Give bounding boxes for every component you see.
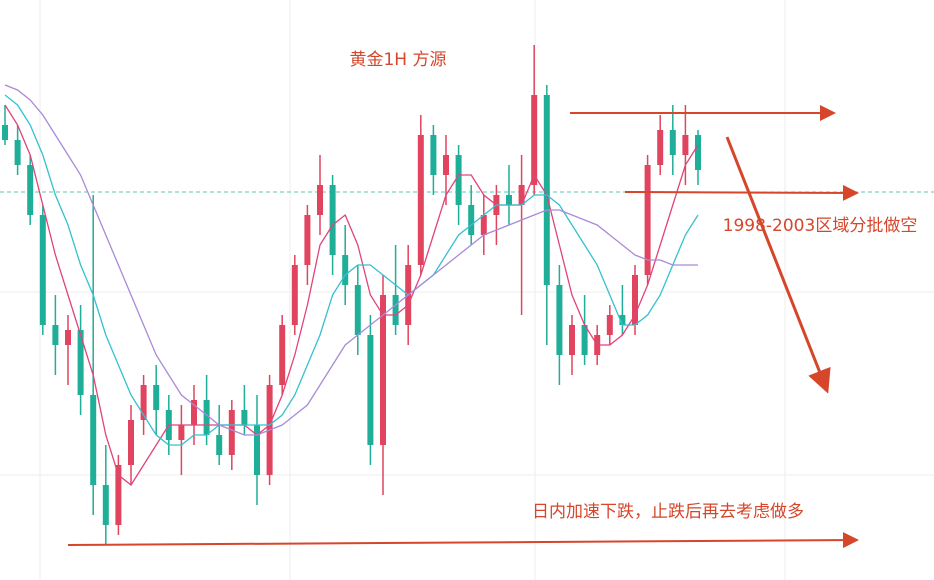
- candle-body: [430, 135, 437, 175]
- candle-body: [27, 165, 34, 215]
- candle-body: [657, 130, 664, 165]
- candle-body: [367, 335, 374, 445]
- candle-body: [203, 400, 210, 435]
- candle-body: [455, 155, 462, 205]
- candle-body: [115, 465, 122, 525]
- candle-body: [480, 215, 487, 235]
- candle-body: [39, 215, 46, 325]
- candle-body: [52, 325, 59, 345]
- candle-body: [304, 215, 311, 265]
- candle-body: [531, 95, 538, 185]
- candle-body: [569, 325, 575, 355]
- candle-body: [140, 385, 147, 420]
- candle-body: [619, 315, 626, 325]
- candle-body: [669, 130, 676, 155]
- annotation: 1998-2003区域分批做空: [723, 216, 918, 236]
- candle-body: [392, 295, 399, 325]
- candle-body: [291, 265, 298, 325]
- candle-body: [606, 315, 613, 335]
- candle-body: [77, 330, 84, 395]
- candle-body: [518, 185, 525, 205]
- candle-body: [279, 325, 286, 385]
- candle-body: [65, 330, 71, 345]
- candle-body: [317, 185, 323, 215]
- candle-body: [2, 125, 8, 140]
- candle-body: [216, 435, 223, 455]
- moving-average: [4, 84, 698, 436]
- annotation: 日内加速下跌，止跌后再去考虑做多: [532, 502, 804, 522]
- candle-body: [228, 410, 235, 455]
- arrows: [67, 105, 859, 549]
- plot: [0, 45, 934, 545]
- candle-body: [443, 155, 449, 175]
- candle-body: [380, 295, 386, 445]
- candle-body: [342, 255, 349, 285]
- candle-body: [695, 135, 701, 170]
- candle-body: [556, 285, 563, 355]
- candle-body: [581, 325, 588, 355]
- chart-title: 黄金1H 方源: [349, 50, 446, 70]
- candle-body: [128, 420, 134, 465]
- moving-average: [4, 104, 699, 486]
- candle-body: [468, 205, 475, 235]
- candle-body: [543, 95, 550, 285]
- candle-body: [506, 195, 512, 205]
- candle-body: [90, 395, 97, 485]
- candle-body: [682, 135, 689, 155]
- moving-average: [4, 94, 699, 446]
- candle-body: [102, 485, 109, 525]
- candle-body: [354, 285, 361, 335]
- candle-body: [644, 165, 651, 275]
- candle-body: [178, 425, 185, 440]
- candle-body: [241, 410, 248, 425]
- candle-body: [632, 275, 638, 325]
- candle-body: [191, 400, 197, 425]
- candle-body: [14, 140, 21, 165]
- candle-body: [417, 135, 424, 265]
- candle-body: [329, 185, 336, 255]
- candle-body: [254, 425, 260, 475]
- candle-body: [153, 385, 160, 410]
